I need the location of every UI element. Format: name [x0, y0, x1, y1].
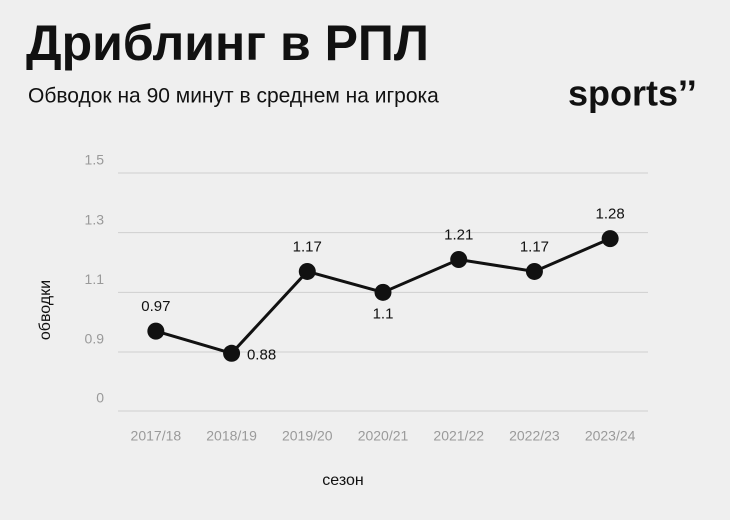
y-tick-label: 1.1: [85, 271, 105, 287]
point: [298, 262, 316, 280]
y-tick-label: 0: [96, 390, 104, 406]
x-tick-label: 2023/24: [585, 428, 636, 444]
data-label: 1.1: [373, 305, 394, 322]
point: [223, 344, 241, 362]
x-tick-label: 2018/19: [206, 428, 257, 444]
data-label: 1.21: [444, 226, 473, 243]
y-tick-label: 1.5: [85, 152, 105, 168]
point: [374, 283, 392, 301]
x-tick-label: 2020/21: [358, 428, 409, 444]
logo: sports’’: [568, 73, 697, 114]
chart-subtitle: Обводок на 90 минут в среднем на игрока: [28, 85, 439, 108]
x-tick-label: 2017/18: [131, 428, 182, 444]
data-label: 0.97: [141, 298, 170, 315]
data-label: 1.17: [520, 238, 549, 255]
data-label: 1.17: [293, 238, 322, 255]
x-tick-label: 2021/22: [433, 428, 484, 444]
y-tick-label: 0.9: [85, 331, 105, 347]
point: [525, 262, 543, 280]
point: [601, 230, 619, 248]
x-axis-label: сезон: [322, 472, 363, 489]
point: [147, 322, 165, 340]
x-tick-label: 2022/23: [509, 428, 560, 444]
point: [450, 251, 468, 269]
y-tick-label: 1.3: [85, 211, 105, 227]
y-axis-label: обводки: [37, 280, 54, 340]
chart-title: Дриблинг в РПЛ: [26, 15, 429, 71]
x-tick-label: 2019/20: [282, 428, 333, 444]
data-label: 1.28: [596, 206, 625, 223]
data-label: 0.88: [247, 346, 276, 363]
